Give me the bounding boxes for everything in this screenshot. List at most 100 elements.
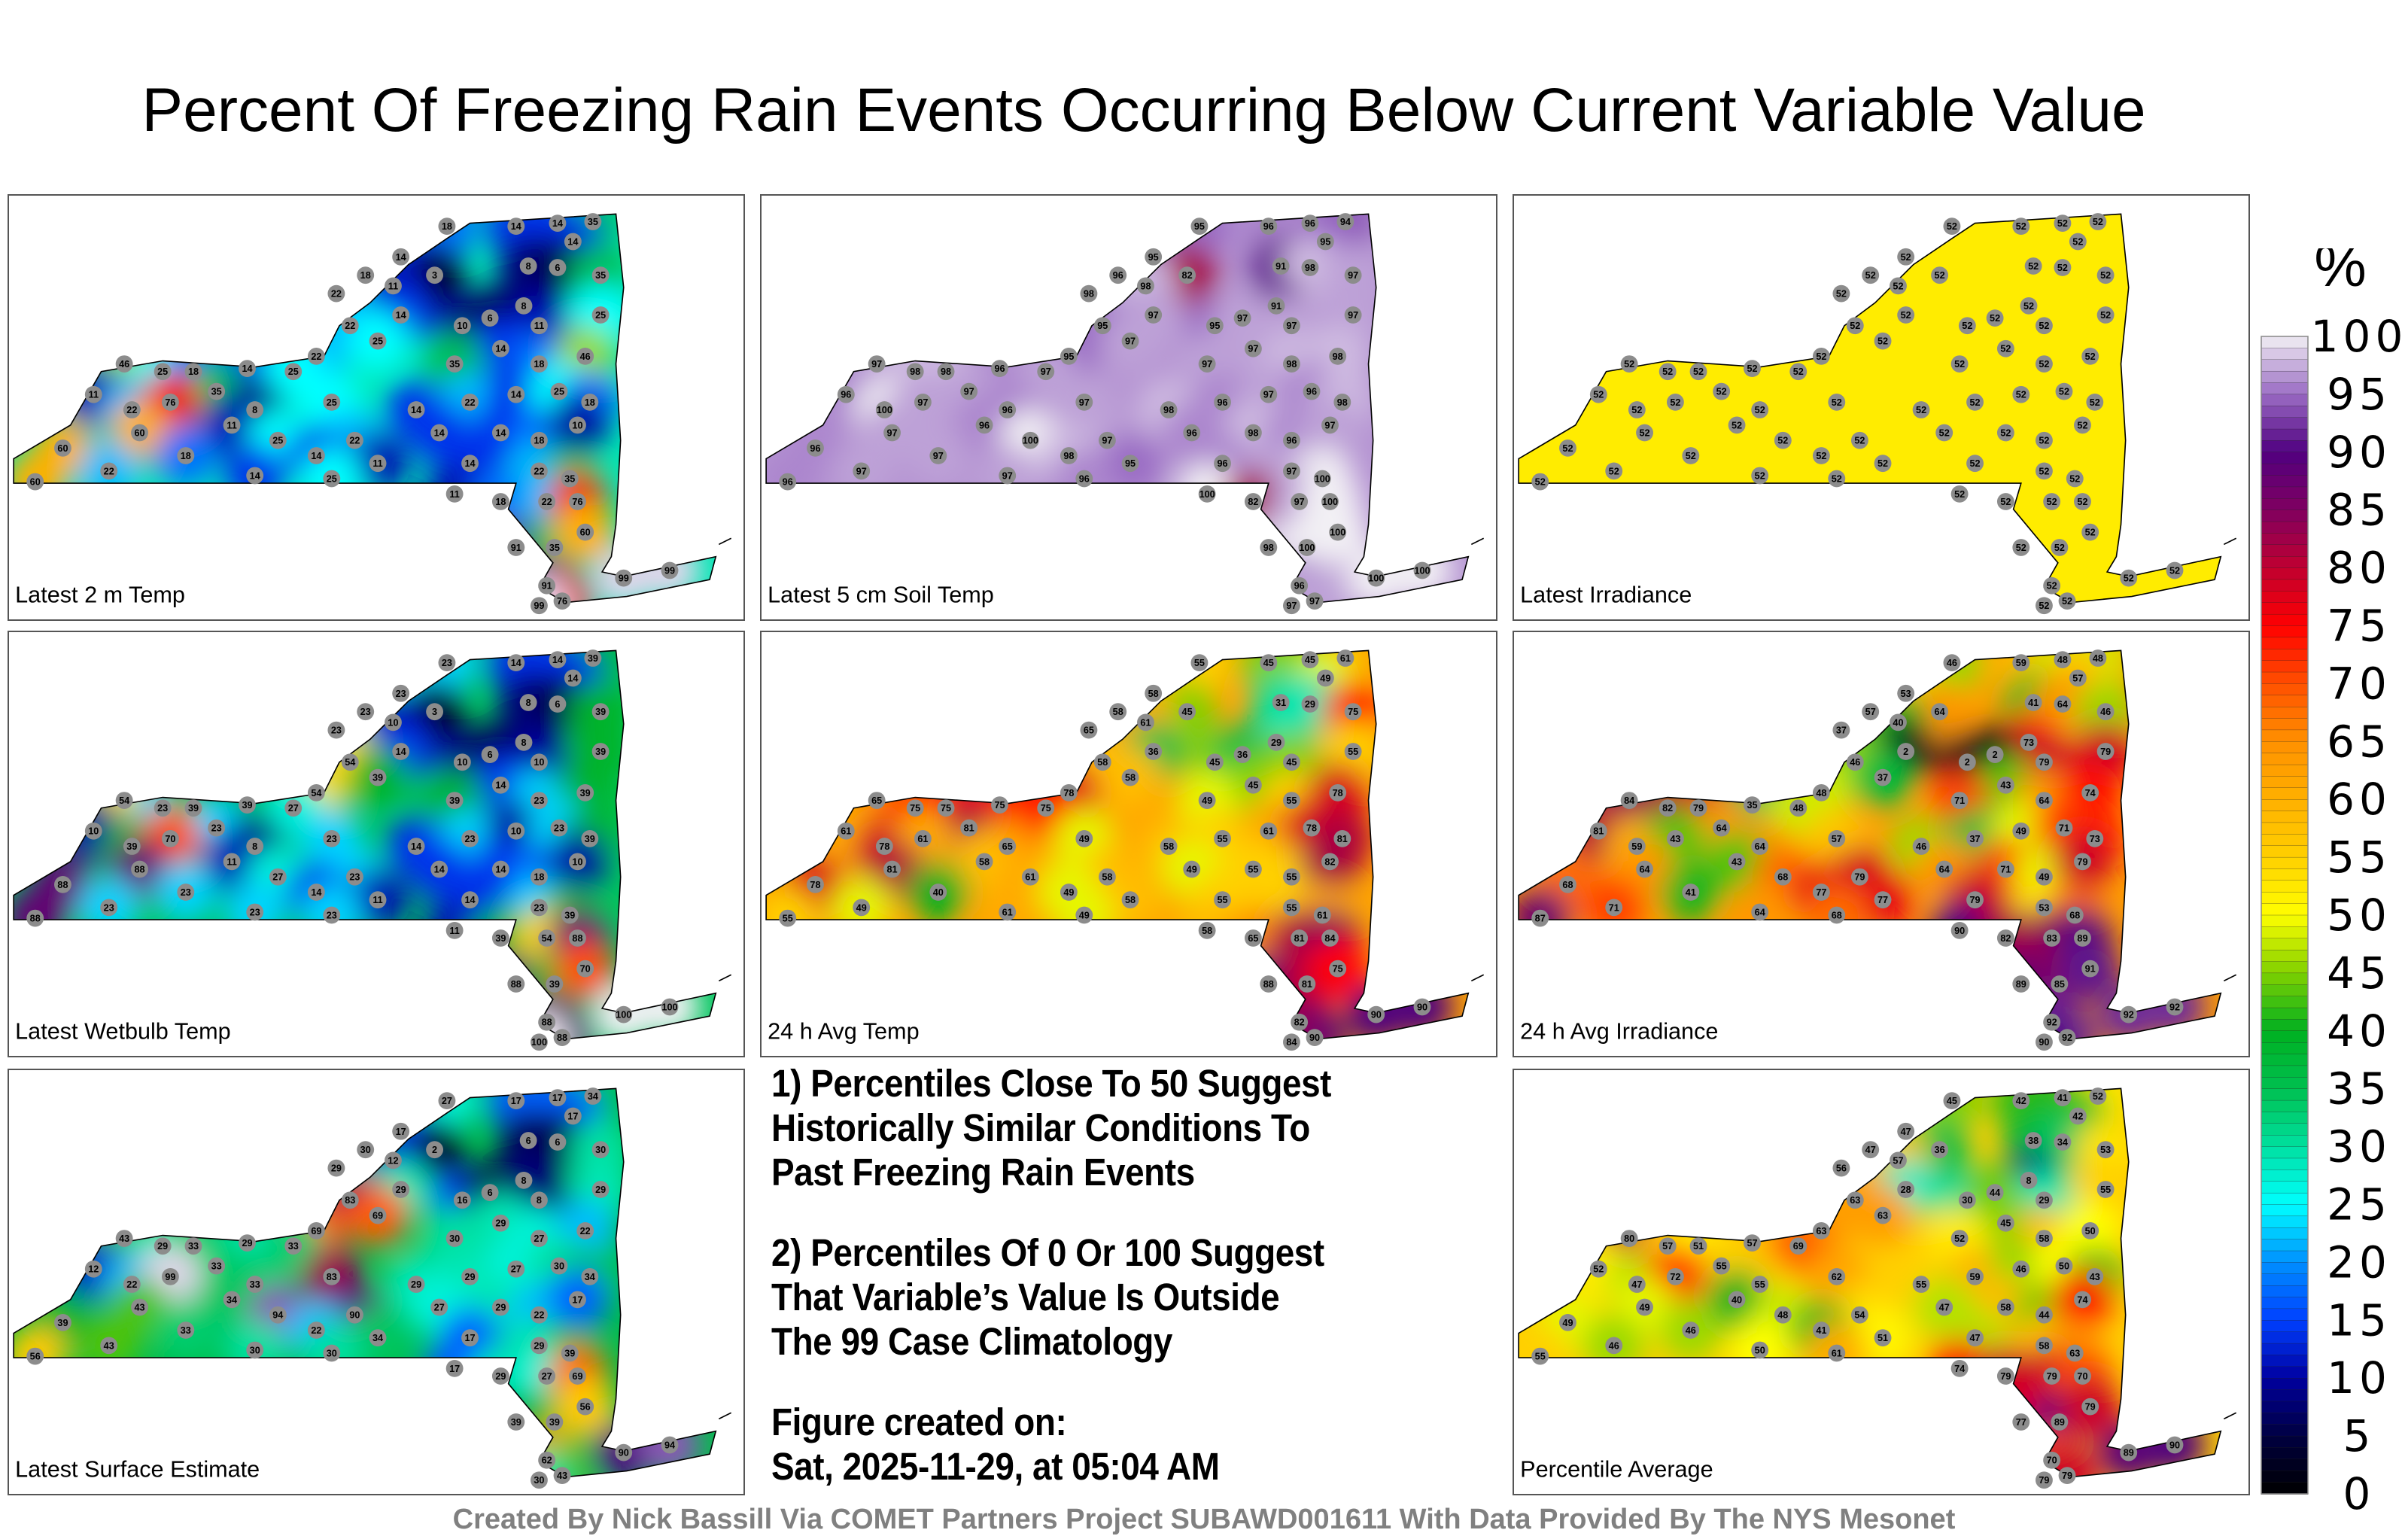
station-value: 62 [1832,1272,1842,1282]
station-marker: 43 [1728,853,1746,871]
station-value: 14 [411,841,421,852]
station-marker: 78 [1329,784,1347,801]
station-marker: 22 [461,394,479,411]
colorbar-segment [2261,1447,2309,1460]
station-marker: 8 [515,297,533,315]
station-value: 79 [2062,1471,2072,1481]
station-marker: 75 [906,799,924,817]
colorbar-segment [2261,1169,2309,1182]
station-marker: 14 [549,651,567,668]
station-value: 79 [2000,1371,2011,1382]
station-value: 30 [327,1349,337,1359]
station-marker: 22 [345,431,363,449]
station-marker: 30 [550,1257,568,1275]
station-marker: 98 [1333,394,1351,411]
station-marker: 98 [1301,259,1319,276]
station-value: 14 [552,218,563,229]
panel-percentile-average: 45 42 41 52 42 47 36 38 34 53 47 57 56 8 28 30 44 29 55 63 6… [1513,1069,2250,1495]
station-marker: 49 [2012,822,2030,840]
station-value: 39 [188,803,199,814]
station-marker: 43 [131,1298,148,1316]
station-value: 14 [396,252,406,263]
station-marker: 22 [327,284,345,303]
station-marker: 43 [1996,776,2014,794]
station-value: 81 [1302,979,1312,990]
station-value: 40 [1893,717,1903,728]
station-value: 58 [1163,841,1174,852]
station-marker: 97 [1283,462,1300,480]
station-marker: 29 [154,1237,172,1255]
station-marker: 46 [1846,753,1864,771]
station-marker: 52 [1912,401,1930,418]
station-marker: 52 [2043,493,2061,510]
station-value: 36 [1935,1145,1945,1155]
station-value: 52 [2100,270,2111,281]
station-value: 51 [1693,1241,1704,1252]
station-marker: 25 [323,394,341,411]
station-value: 52 [2059,387,2069,397]
station-marker: 84 [1321,929,1339,947]
note-line: That Variable’s Value Is Outside [771,1276,1280,1319]
station-marker: 52 [1966,394,1984,411]
station-value: 55 [1916,1279,1926,1290]
station-value: 46 [580,351,591,362]
station-marker: 39 [491,929,509,947]
station-marker: 88 [1260,975,1278,993]
station-marker: 12 [385,1151,402,1169]
map: 18 14 14 35 14 14 3 8 6 35 18 11 22 8 14 10 6 11 25 22 25 14 3… [13,213,732,615]
station-value: 36 [1148,747,1159,757]
station-value: 89 [2077,933,2087,944]
station-value: 25 [272,436,283,446]
station-value: 91 [1271,301,1282,312]
station-marker: 79 [2043,1367,2061,1385]
station-marker: 14 [491,424,509,442]
station-marker: 90 [615,1443,633,1461]
station-value: 27 [442,1096,452,1106]
station-value: 82 [1294,1017,1305,1028]
colorbar-segment [2261,1308,2309,1322]
station-marker: 58 [1109,703,1127,721]
panel-latest-5cm-soil-temp: 95 96 96 94 95 95 82 91 98 97 96 98 98 91 97 95 97 97 97 95… [760,194,1497,621]
station-marker: 48 [1812,784,1830,801]
station-value: 76 [165,397,175,408]
station-marker: 40 [929,884,947,901]
station-marker: 25 [284,363,303,381]
station-value: 27 [511,1264,521,1275]
colorbar-tick-label: 25 [2327,1179,2391,1230]
station-value: 52 [2085,528,2096,538]
panel-label: Percentile Average [1520,1457,1713,1483]
station-value: 8 [252,405,257,415]
station-value: 100 [1322,497,1338,507]
station-value: 14 [465,895,476,905]
station-value: 14 [242,363,252,374]
station-value: 68 [1777,872,1788,883]
station-marker: 52 [2036,431,2053,449]
station-value: 52 [1670,397,1680,408]
station-marker: 97 [868,355,886,373]
station-marker: 39 [507,1413,525,1431]
station-value: 55 [2100,1185,2111,1195]
station-marker: 29 [239,1234,256,1252]
station-marker: 33 [184,1237,202,1255]
station-value: 98 [1305,263,1315,273]
station-marker: 73 [2086,830,2104,847]
station-marker: 95 [1206,317,1224,335]
station-marker: 52 [1950,1230,1969,1247]
station-value: 84 [1286,1037,1297,1048]
station-marker: 49 [1559,1313,1576,1331]
station-value: 79 [2039,757,2049,768]
station-marker: 46 [1943,654,1961,672]
station-marker: 99 [161,1268,179,1285]
panel-label: Latest 5 cm Soil Temp [768,582,994,608]
station-value: 83 [345,1195,355,1206]
station-marker: 34 [2054,1133,2072,1151]
station-value: 52 [2000,428,2011,439]
station-marker: 35 [546,539,564,556]
station-value: 97 [1002,470,1013,481]
station-marker: 50 [2055,1257,2073,1275]
station-marker: 18 [581,394,599,411]
colorbar-segment [2261,892,2309,905]
station-value: 52 [1836,289,1847,300]
station-marker: 57 [1659,1237,1677,1255]
station-marker: 49 [1316,669,1334,687]
